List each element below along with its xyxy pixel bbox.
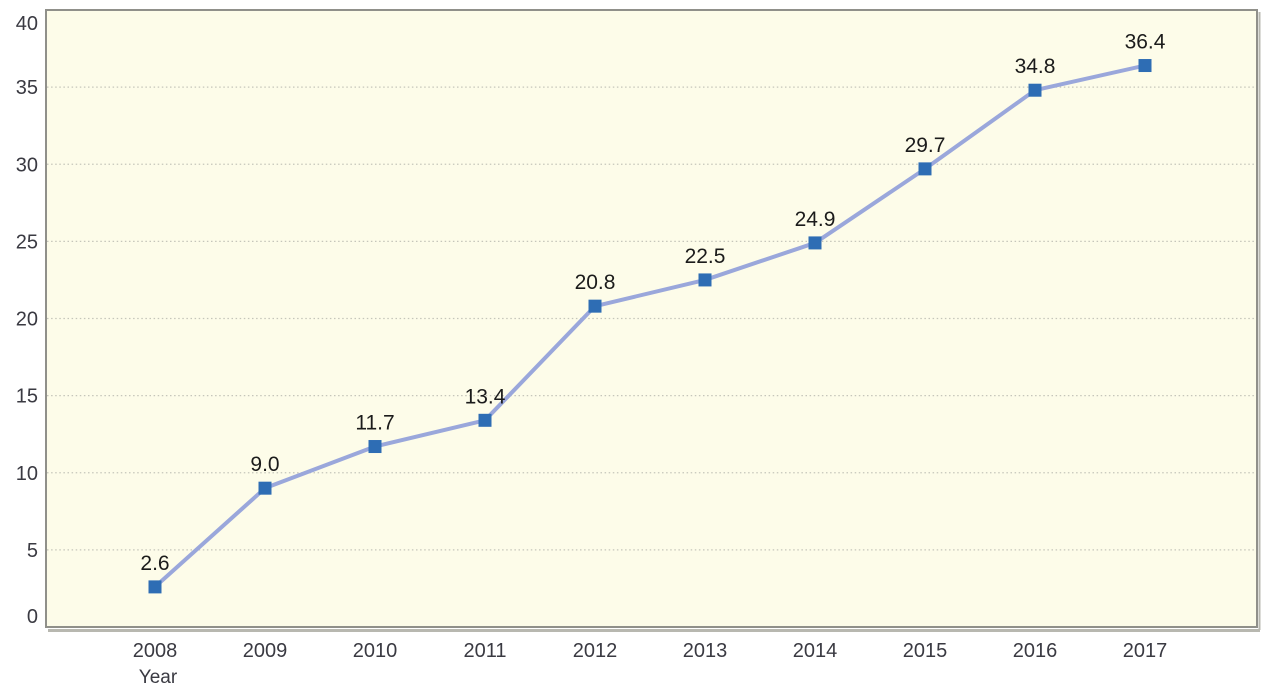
data-point-label: 29.7: [905, 134, 946, 157]
data-point-marker: [258, 481, 272, 495]
data-point-label: 11.7: [355, 412, 394, 435]
y-axis-tick-label: 15: [16, 386, 38, 408]
data-point-label: 22.5: [685, 245, 726, 268]
y-axis-tick-label: 40: [16, 13, 38, 35]
data-point-marker: [1028, 83, 1042, 97]
plot-area: [46, 10, 1257, 627]
data-point-marker: [1138, 59, 1152, 73]
y-axis-tick-label: 25: [16, 231, 38, 253]
x-axis-title: Year: [139, 667, 178, 688]
y-axis-tick-label: 20: [16, 309, 38, 331]
data-point-label: 20.8: [575, 271, 616, 294]
x-axis-tick-label: 2013: [683, 640, 728, 662]
data-point-label: 2.6: [140, 552, 169, 575]
data-point-marker: [478, 413, 492, 427]
y-axis-tick-label: 0: [27, 606, 38, 628]
data-point-label: 36.4: [1125, 31, 1166, 54]
data-point-marker: [918, 162, 932, 176]
data-point-label: 13.4: [465, 385, 506, 408]
data-point-label: 24.9: [795, 208, 836, 231]
x-axis-tick-label: 2008: [133, 640, 178, 662]
series-line: [153, 63, 1147, 589]
y-axis-tick-label: 30: [16, 154, 38, 176]
data-point-marker: [588, 299, 602, 313]
x-axis-tick-label: 2010: [353, 640, 398, 662]
y-axis-tick-label: 10: [16, 463, 38, 485]
x-axis-tick-label: 2014: [793, 640, 838, 662]
x-axis-tick-label: 2011: [463, 640, 506, 662]
x-axis-tick-label: 2015: [903, 640, 948, 662]
data-point-marker: [698, 273, 712, 287]
plot-frame: [45, 9, 1258, 628]
x-axis-tick-label: 2009: [243, 640, 288, 662]
data-point-marker: [368, 440, 382, 454]
x-axis-tick-label: 2016: [1013, 640, 1058, 662]
data-point-marker: [148, 580, 162, 594]
x-axis-tick-label: 2012: [573, 640, 618, 662]
data-point-label: 9.0: [250, 453, 279, 476]
data-point-marker: [808, 236, 822, 250]
x-axis-tick-label: 2017: [1123, 640, 1168, 662]
data-point-label: 34.8: [1015, 55, 1056, 78]
y-axis-tick-label: 35: [16, 77, 38, 99]
y-axis-tick-label: 5: [27, 540, 38, 562]
